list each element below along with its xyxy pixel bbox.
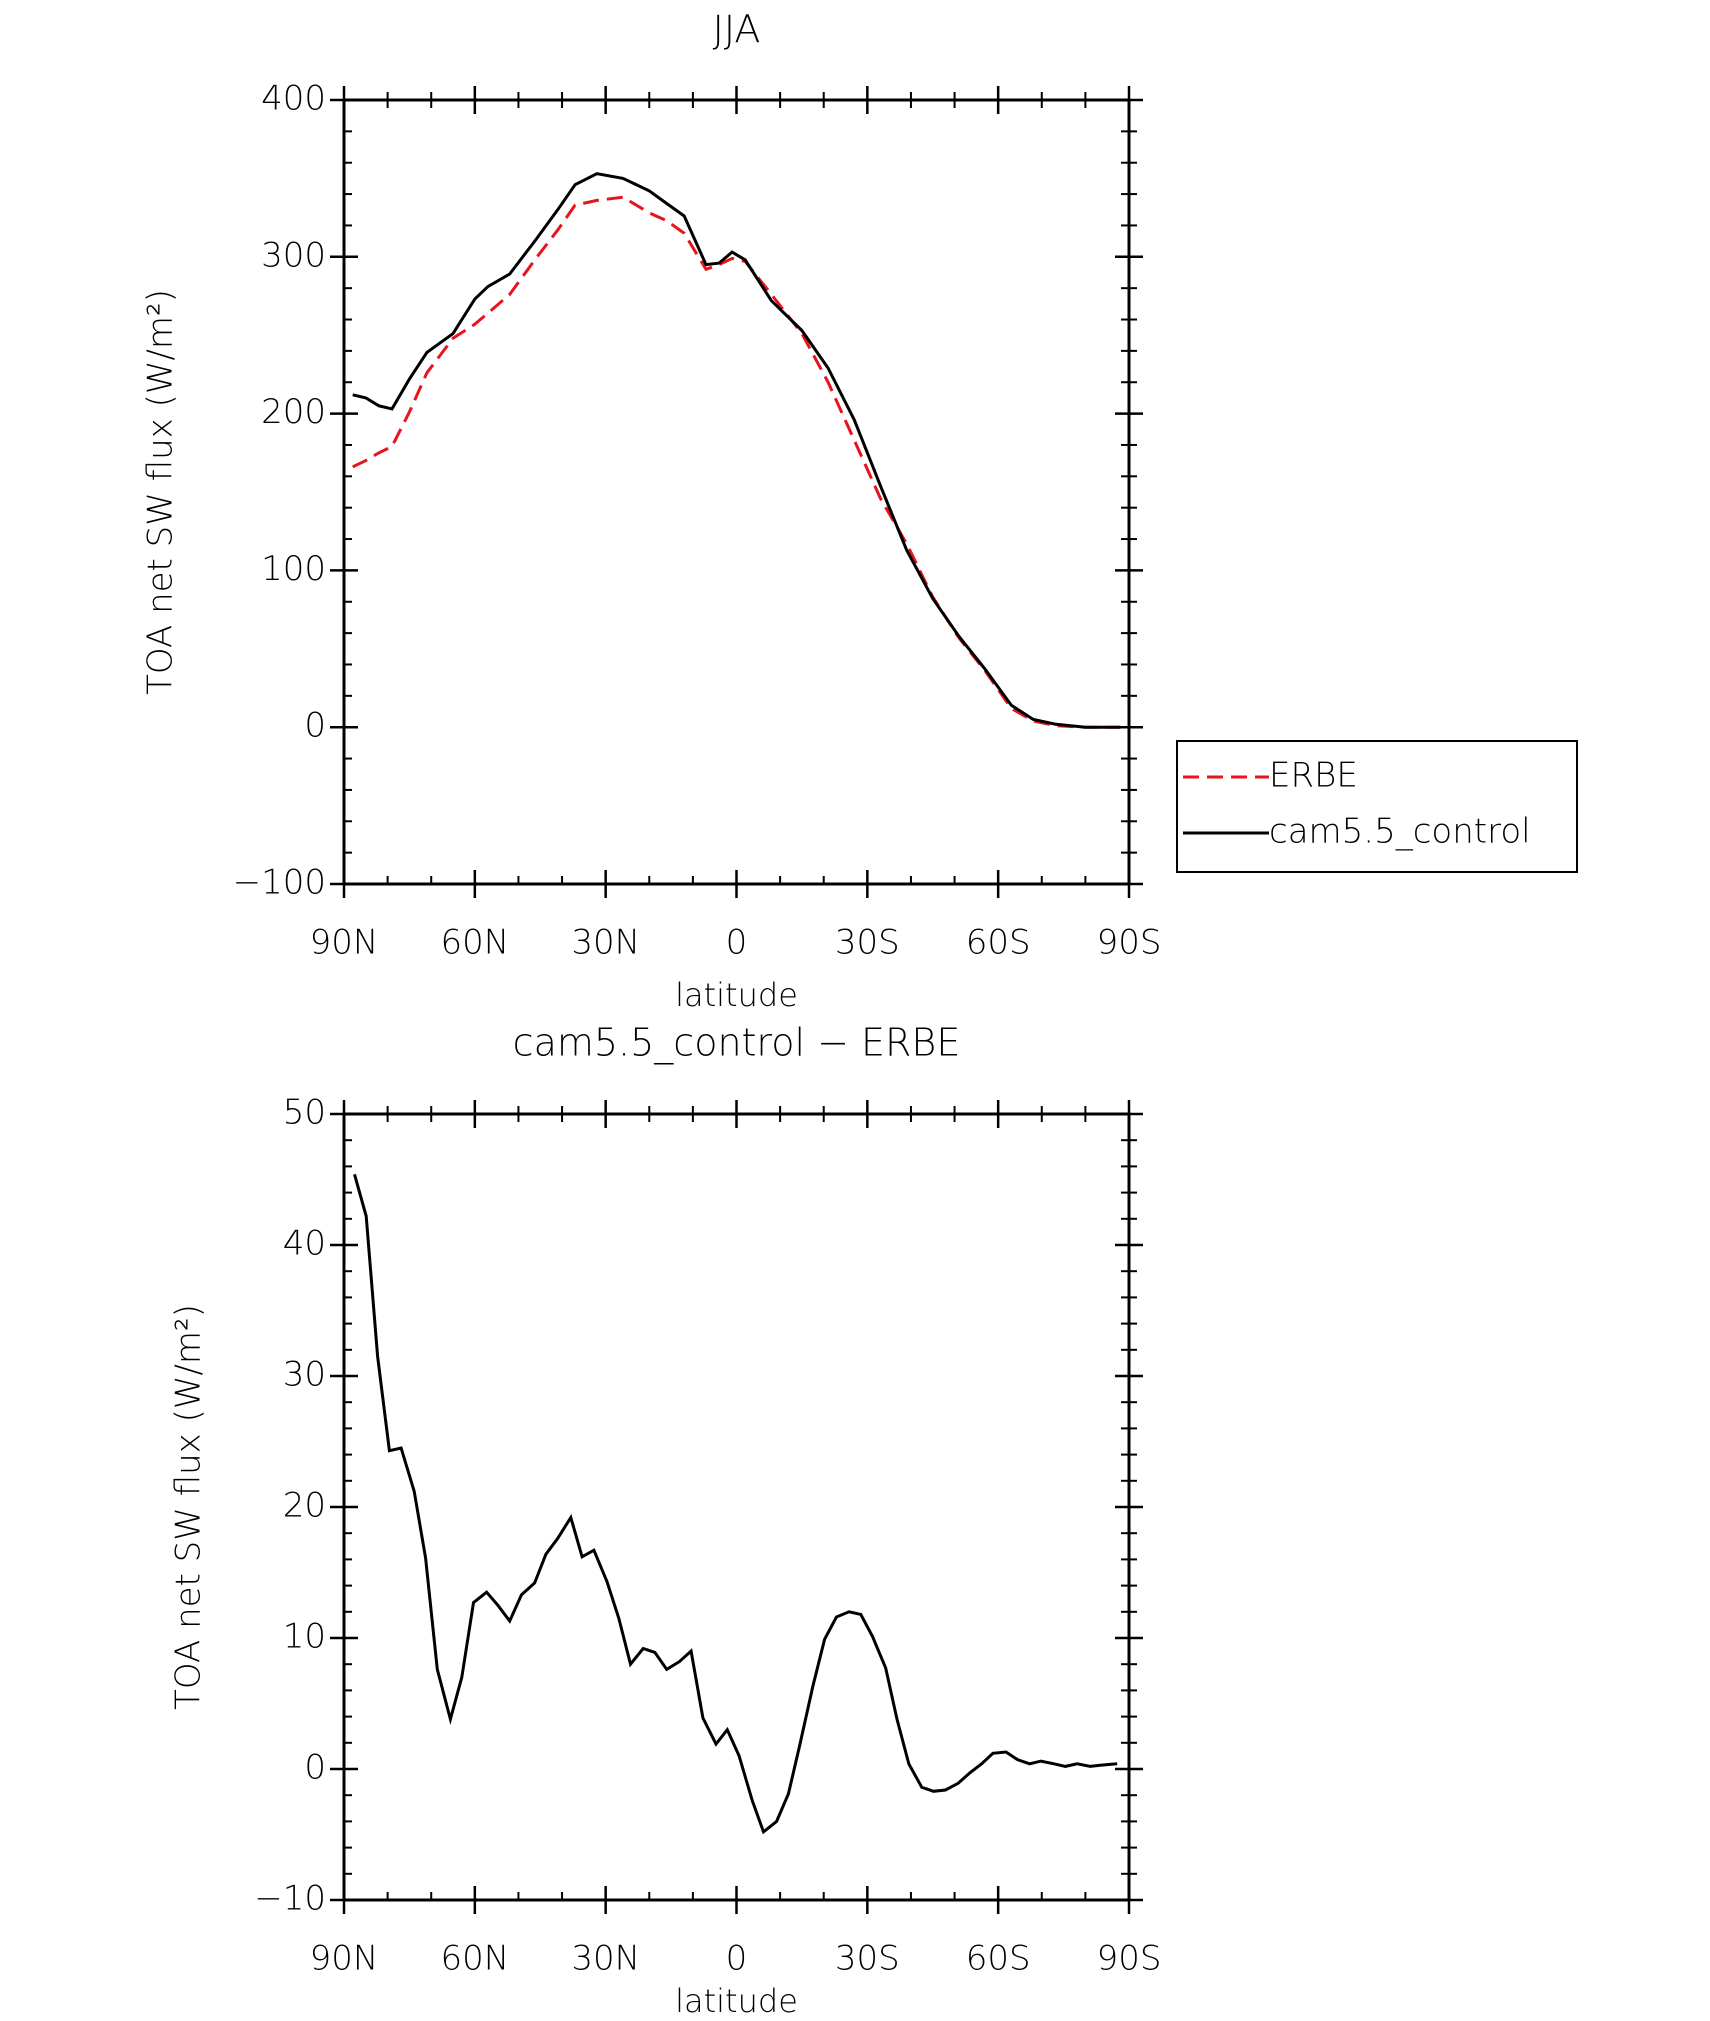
y-tick-label: 100 xyxy=(261,549,326,589)
x-tick-label: 90S xyxy=(1097,923,1162,963)
y-tick-label: −10 xyxy=(254,1879,326,1919)
plot-frame xyxy=(342,98,1131,886)
y-tick-label: 0 xyxy=(304,1748,326,1788)
x-tick-label: 60S xyxy=(966,1939,1031,1979)
x-tick-label: 60S xyxy=(966,923,1031,963)
x-tick-label: 60N xyxy=(440,1939,509,1979)
y-tick-label: 30 xyxy=(283,1355,326,1395)
x-tick-label: 0 xyxy=(726,1939,748,1979)
legend-label: cam5.5_control xyxy=(1269,812,1531,852)
x-tick-label: 90S xyxy=(1097,1939,1162,1979)
x-tick-label: 60N xyxy=(440,923,509,963)
x-tick-label: 30N xyxy=(571,923,640,963)
x-tick-label: 0 xyxy=(726,923,748,963)
x-tick-label: 30N xyxy=(571,1939,640,1979)
data-line xyxy=(352,195,1121,729)
y-tick-label: 300 xyxy=(261,235,326,275)
y-tick-label: 0 xyxy=(304,706,326,746)
y-tick-label: 20 xyxy=(283,1486,326,1526)
x-tick-label: 30S xyxy=(835,923,900,963)
plot-frame xyxy=(342,1112,1131,1902)
x-axis-label: latitude xyxy=(675,1982,798,2020)
legend-label: ERBE xyxy=(1269,756,1358,796)
y-tick-label: 40 xyxy=(283,1224,326,1264)
y-tick-label: 200 xyxy=(261,392,326,432)
x-tick-label: 90N xyxy=(310,923,379,963)
legend-box xyxy=(1176,740,1578,873)
chart-title: JJA xyxy=(713,8,761,52)
x-tick-label: 90N xyxy=(310,1939,379,1979)
y-tick-label: 10 xyxy=(283,1617,326,1657)
chart-title: cam5.5_control − ERBE xyxy=(513,1021,961,1066)
y-axis-label: TOA net SW flux (W/m²) xyxy=(169,1304,209,1710)
y-tick-label: 400 xyxy=(261,79,326,119)
y-axis-label: TOA net SW flux (W/m²) xyxy=(141,289,181,695)
x-axis-label: latitude xyxy=(675,976,798,1014)
data-line xyxy=(352,172,1121,729)
y-tick-label: 50 xyxy=(283,1093,326,1133)
y-tick-label: −100 xyxy=(233,863,326,903)
data-line xyxy=(353,1173,1118,1835)
x-tick-label: 30S xyxy=(835,1939,900,1979)
